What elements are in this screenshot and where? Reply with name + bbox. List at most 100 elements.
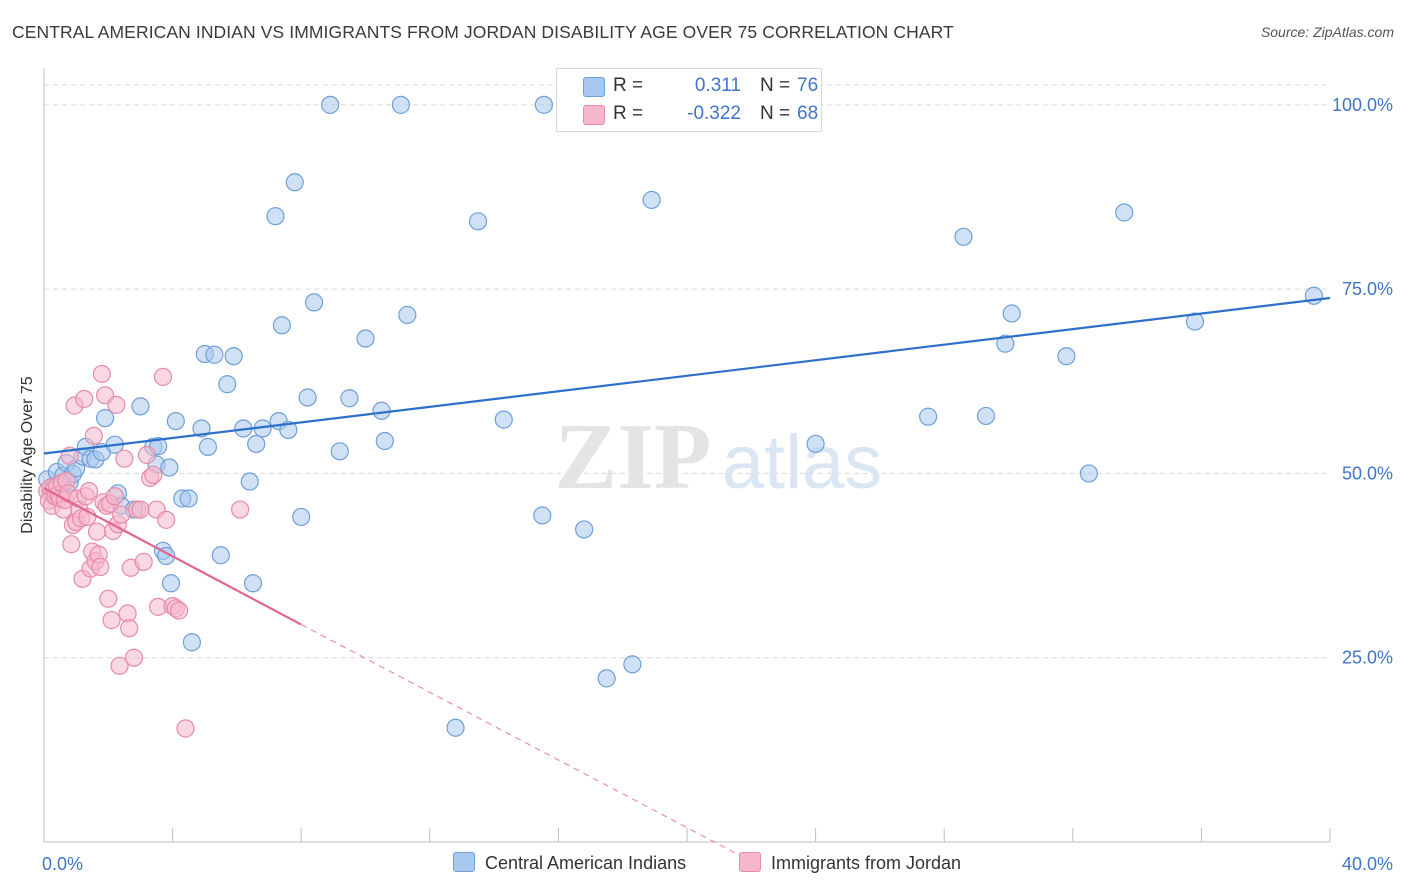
pink-point (169, 601, 189, 620)
pink-point (115, 449, 134, 468)
pink-point (124, 648, 144, 667)
pink-point (107, 395, 126, 414)
pink-point (176, 719, 195, 738)
pink-point (75, 389, 94, 409)
pink-point (110, 656, 129, 675)
y-tick-label: 100.0% (1332, 95, 1393, 115)
x-tick-label: 0.0% (42, 854, 83, 874)
blue-point (1115, 203, 1134, 222)
pink-point (120, 619, 139, 638)
y-axis-label: Disability Age Over 75 (19, 376, 36, 534)
blue-point (298, 388, 317, 407)
blue-point (996, 334, 1015, 353)
pink-point (112, 505, 131, 524)
blue-point (131, 397, 150, 416)
legend-swatch-pink (583, 105, 605, 125)
bottom-legend-series2: Immigrants from Jordan (739, 852, 961, 874)
blue-point (198, 437, 218, 456)
blue-point (398, 305, 417, 325)
blue-point (597, 669, 616, 688)
pink-point (157, 510, 176, 529)
legend-r-label: R = (613, 103, 644, 124)
legend-swatch-blue (453, 852, 475, 872)
blue-point (976, 406, 996, 426)
blue-point (533, 506, 552, 525)
blue-point (494, 410, 513, 429)
blue-point (623, 655, 642, 674)
pink-point (92, 364, 111, 384)
pink-point (84, 426, 103, 445)
y-tick-label: 25.0% (1342, 648, 1393, 668)
y-tick-label: 75.0% (1342, 279, 1393, 299)
legend-r-label: R = (613, 75, 644, 96)
legend-r-value: -0.322 (687, 103, 741, 124)
blue-point (954, 227, 973, 246)
blue-point (292, 507, 311, 527)
watermark-atlas: atlas (722, 420, 883, 505)
blue-point (304, 293, 324, 312)
blue-point (179, 489, 198, 508)
blue-point (166, 411, 185, 431)
blue-point (192, 419, 211, 438)
blue-point (372, 401, 391, 420)
blue-point (205, 345, 224, 364)
blue-point (266, 207, 285, 226)
pink-point (137, 445, 156, 465)
legend-box: R = 0.311 N = 76 R = -0.322 N = 68 (556, 68, 822, 132)
blue-point (285, 173, 304, 192)
tick-labels: 25.0% 50.0% 75.0% 100.0% 0.0% 40.0% (42, 95, 1393, 874)
pink-point (144, 465, 163, 485)
pink-point (231, 500, 250, 519)
y-tick-label: 50.0% (1342, 463, 1393, 483)
blue-point (272, 316, 292, 335)
blue-point (1057, 347, 1076, 366)
pink-point (153, 367, 173, 386)
blue-point (446, 718, 465, 737)
blue-point (247, 434, 266, 454)
pink-point (62, 535, 81, 554)
pink-point (91, 557, 110, 577)
blue-point (240, 472, 259, 491)
legend-n-label: N = (760, 75, 791, 96)
trend-lines (43, 296, 1331, 854)
blue-point (321, 95, 340, 114)
blue-point (340, 389, 359, 408)
pink-point (102, 611, 121, 630)
watermark: ZIP atlas (555, 405, 883, 509)
watermark-zip: ZIP (555, 405, 712, 509)
blue-point (243, 574, 263, 593)
pink-point (87, 522, 107, 541)
blue-point (279, 420, 298, 440)
pink-point (105, 487, 124, 506)
blue-point (182, 633, 201, 652)
blue-point (375, 431, 394, 451)
source-label: Source: ZipAtlas.com (1260, 24, 1394, 40)
legend-n-value: 76 (797, 75, 819, 96)
axes (43, 68, 1331, 843)
pink-point (99, 589, 118, 608)
blue-point (161, 574, 181, 593)
bottom-legend-label: Immigrants from Jordan (771, 853, 962, 873)
trend-line-blue (43, 296, 1331, 455)
blue-point (1185, 312, 1205, 331)
legend-swatch-pink (739, 852, 761, 872)
legend-n-label: N = (760, 103, 791, 124)
blue-point (211, 546, 230, 565)
trend-line-pink-extension (300, 624, 736, 854)
blue-point (1079, 464, 1098, 483)
bottom-legend-series1: Central American Indians (453, 852, 686, 874)
trend-line-pink (43, 487, 302, 626)
blue-point (356, 329, 375, 348)
blue-point (534, 95, 554, 114)
blue-point (330, 442, 349, 461)
blue-point (642, 190, 661, 210)
grid-lines (44, 84, 1330, 659)
blue-point (1002, 304, 1021, 323)
blue-point (806, 434, 825, 454)
blue-point (391, 95, 410, 114)
blue-point (160, 458, 179, 477)
pink-point (79, 482, 99, 501)
legend-n-value: 68 (797, 103, 819, 124)
blue-point (575, 520, 594, 539)
